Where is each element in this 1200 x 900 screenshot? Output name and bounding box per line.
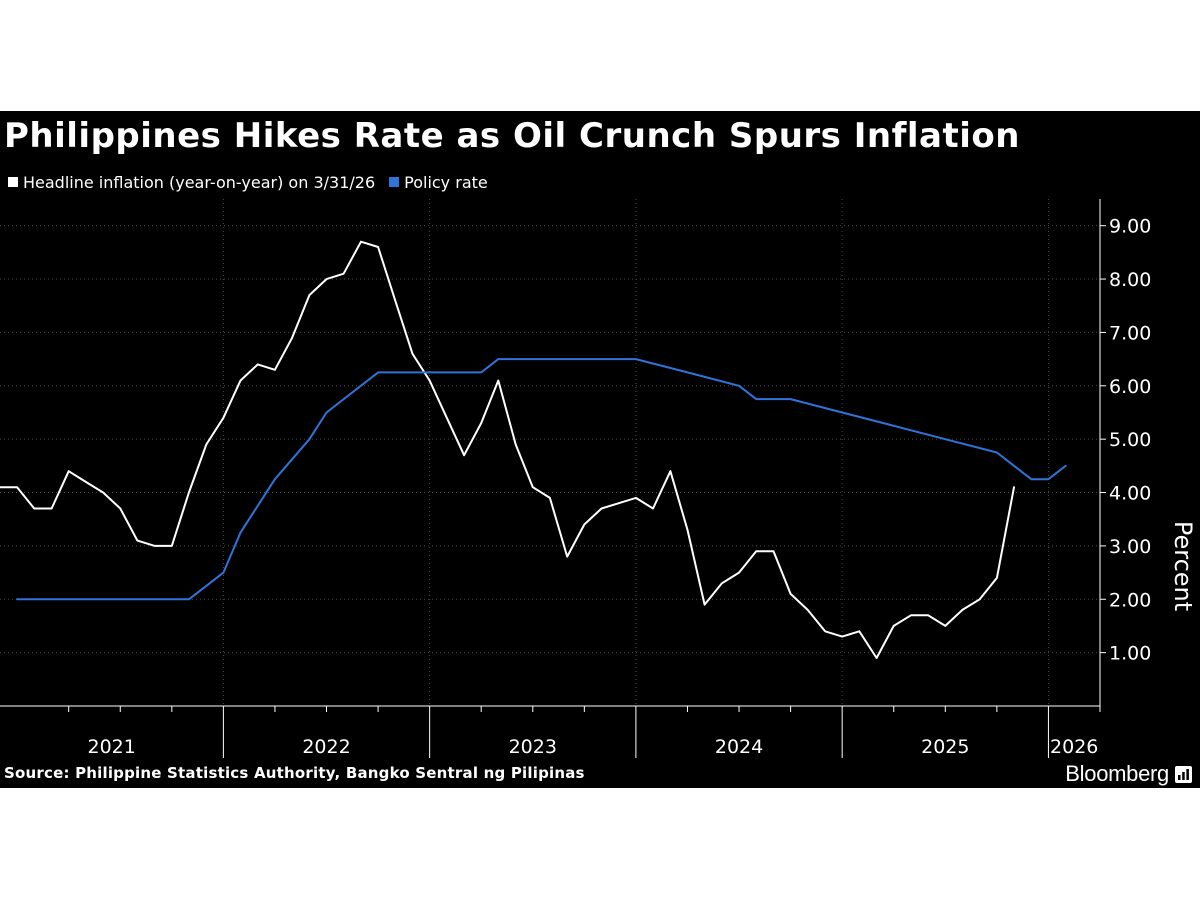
plot-area: 1.00 2.00 3.00 4.00 5.00 6.00 7.00 8.00 9.00 2021… (0, 199, 1197, 758)
x-year-label: 2026 (1050, 736, 1098, 758)
y-tick-label: 8.00 (1109, 269, 1151, 291)
chart-title: Philippines Hikes Rate as Oil Crunch Spu… (4, 116, 1020, 156)
brand-logo: Bloomberg (1065, 761, 1192, 787)
x-year-label: 2021 (88, 736, 136, 758)
legend-label-policy: Policy rate (404, 172, 488, 192)
axis-layer: 1.00 2.00 3.00 4.00 5.00 6.00 7.00 8.00 9.00 2021… (0, 199, 1151, 758)
y-axis-label: Percent (1169, 521, 1197, 611)
legend-item-policy: Policy rate (389, 173, 488, 192)
x-year-label: 2025 (921, 736, 969, 758)
chart-panel: Philippines Hikes Rate as Oil Crunch Spu… (0, 111, 1200, 788)
y-tick-label: 9.00 (1109, 216, 1151, 238)
x-year-label: 2022 (302, 736, 350, 758)
y-tick-label: 5.00 (1109, 429, 1151, 451)
legend-swatch-inflation (8, 177, 18, 187)
y-tick-label: 4.00 (1109, 483, 1151, 505)
y-tick-label: 2.00 (1109, 589, 1151, 611)
legend-swatch-policy (389, 177, 400, 187)
legend-item-inflation: Headline inflation (year-on-year) on 3/3… (8, 173, 375, 192)
y-tick-label: 3.00 (1109, 536, 1151, 558)
series-layer (0, 240, 1067, 659)
y-tick-label: 6.00 (1109, 376, 1151, 398)
grid-layer (0, 199, 1100, 706)
y-tick-label: 7.00 (1109, 322, 1151, 344)
policy-rate-line (16, 358, 1067, 601)
x-year-label: 2024 (715, 736, 763, 758)
legend-label-inflation: Headline inflation (year-on-year) on 3/3… (23, 172, 376, 192)
bloomberg-chart-icon (1175, 765, 1192, 783)
legend: Headline inflation (year-on-year) on 3/3… (8, 171, 502, 193)
inflation-line (0, 240, 1015, 659)
x-year-label: 2023 (509, 736, 557, 758)
y-tick-label: 1.00 (1109, 643, 1151, 665)
source-note: Source: Philippine Statistics Authority,… (4, 764, 585, 782)
brand-name: Bloomberg (1065, 761, 1169, 786)
